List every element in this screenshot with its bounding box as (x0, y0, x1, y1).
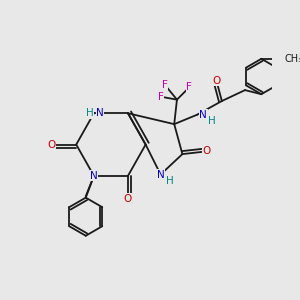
Text: O: O (212, 76, 220, 85)
Text: O: O (48, 140, 56, 150)
Text: H: H (86, 108, 94, 118)
Text: H: H (166, 176, 174, 186)
Text: F: F (186, 82, 192, 92)
Text: H: H (208, 116, 216, 126)
Text: O: O (203, 146, 211, 156)
Text: O: O (124, 194, 132, 204)
Text: N: N (96, 108, 104, 118)
Text: N: N (157, 169, 164, 179)
Text: F: F (158, 92, 164, 102)
Text: N: N (200, 110, 207, 120)
Text: F: F (162, 80, 168, 90)
Text: N: N (90, 171, 98, 181)
Text: CH₃: CH₃ (284, 54, 300, 64)
